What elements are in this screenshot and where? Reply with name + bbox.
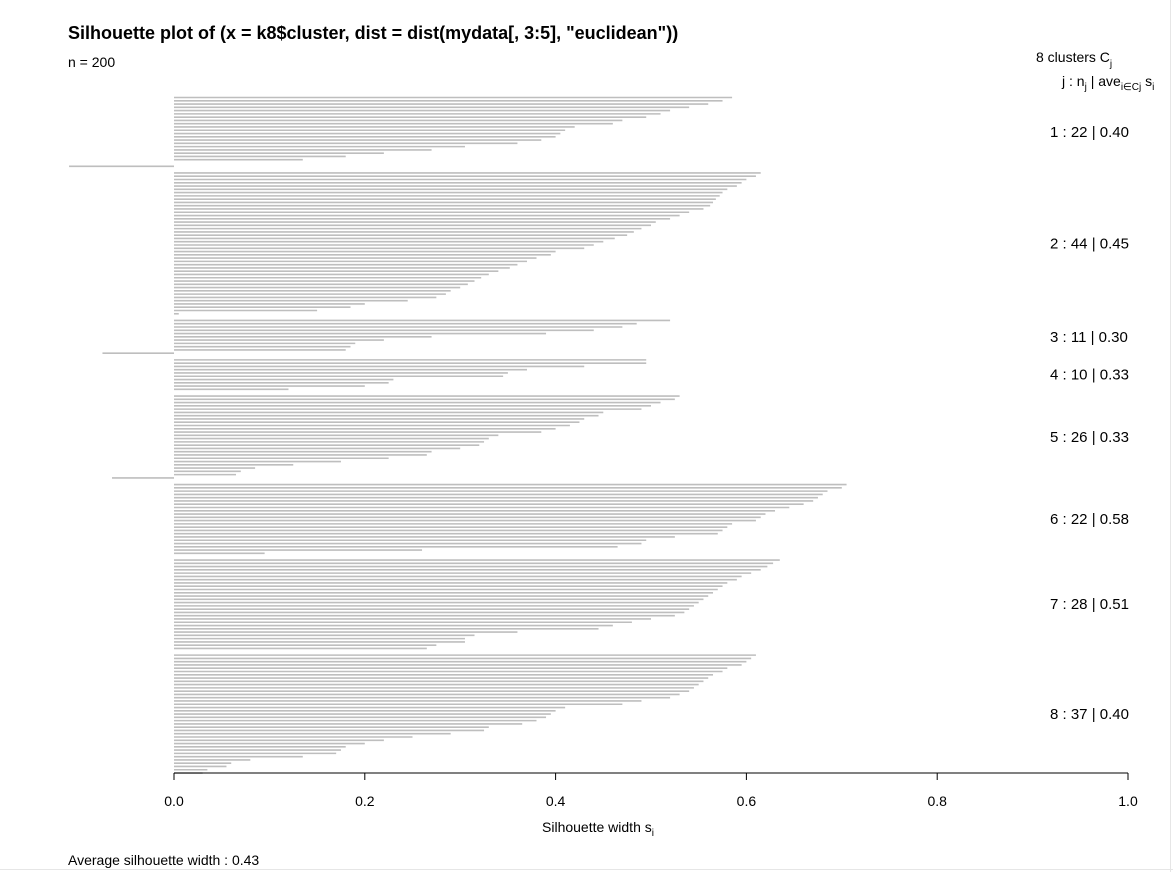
column-header-s: s <box>1141 73 1152 89</box>
x-axis-label-text: Silhouette width s <box>542 819 652 835</box>
x-axis: 0.0 0.2 0.4 0.6 0.8 1.0 <box>164 772 1138 809</box>
cluster-label: 8 : 37 | 0.40 <box>1050 706 1129 723</box>
frame-edge-right <box>1170 0 1171 872</box>
average-silhouette-width: Average silhouette width : 0.43 <box>68 852 259 868</box>
x-tick-label: 0.4 <box>546 793 566 809</box>
cluster-label: 7 : 28 | 0.51 <box>1050 596 1129 613</box>
cluster-label: 5 : 26 | 0.33 <box>1050 429 1129 446</box>
frame-edge-bottom <box>0 869 1173 870</box>
x-axis-label: Silhouette width si <box>542 819 654 839</box>
column-header-n-sub: j <box>1084 82 1087 93</box>
x-tick-label: 1.0 <box>1118 793 1138 809</box>
clusters-header: 8 clusters Cj <box>1036 49 1112 70</box>
x-tick-label: 0.8 <box>927 793 947 809</box>
cluster-label: 6 : 22 | 0.58 <box>1050 511 1129 528</box>
column-header: j : nj | avei∈Cj si <box>1061 73 1154 93</box>
column-header-n: j : n <box>1061 73 1085 89</box>
column-header-ave: | ave <box>1087 73 1121 89</box>
cluster-label: 1 : 22 | 0.40 <box>1050 124 1129 141</box>
silhouette-bars <box>69 96 847 774</box>
x-tick-label: 0.2 <box>355 793 375 809</box>
x-axis-label-sub: i <box>652 828 654 839</box>
x-tick-label: 0.0 <box>164 793 184 809</box>
clusters-header-label: 8 clusters C <box>1036 49 1110 65</box>
chart-subtitle: n = 200 <box>68 54 115 70</box>
cluster-labels: 1 : 22 | 0.40 2 : 44 | 0.45 3 : 11 | 0.30 4… <box>1050 124 1129 723</box>
cluster-label: 2 : 44 | 0.45 <box>1050 235 1129 252</box>
clusters-header-sub: j <box>1109 59 1112 70</box>
chart-title: Silhouette plot of (x = k8$cluster, dist… <box>68 23 678 43</box>
column-header-s-sub: i <box>1152 82 1154 93</box>
x-tick-label: 0.6 <box>737 793 757 809</box>
column-header-ave-sub: i∈Cj <box>1121 82 1141 93</box>
cluster-label: 3 : 11 | 0.30 <box>1050 329 1128 346</box>
cluster-label: 4 : 10 | 0.33 <box>1050 367 1129 384</box>
